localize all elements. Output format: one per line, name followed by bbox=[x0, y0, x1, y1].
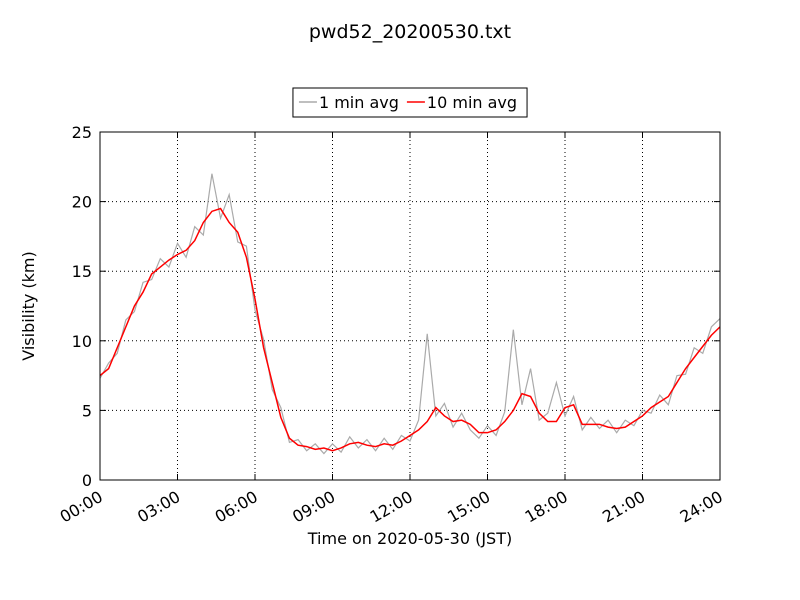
y-axis-label: Visibility (km) bbox=[19, 251, 38, 360]
y-tick-label: 25 bbox=[72, 123, 92, 142]
series-line bbox=[99, 207, 721, 452]
legend-label: 10 min avg bbox=[427, 93, 517, 112]
grid bbox=[100, 132, 720, 480]
legend-label: 1 min avg bbox=[319, 93, 399, 112]
legend: 1 min avg 10 min avg bbox=[292, 87, 528, 118]
y-tick-label: 0 bbox=[82, 471, 92, 490]
y-tick-label: 20 bbox=[72, 193, 92, 212]
y-tick-label: 15 bbox=[72, 262, 92, 281]
plot-lines bbox=[99, 173, 721, 455]
y-tick-label: 5 bbox=[82, 401, 92, 420]
chart-title: pwd52_20200530.txt bbox=[309, 21, 511, 43]
y-tick-label: 10 bbox=[72, 332, 92, 351]
x-axis-label: Time on 2020-05-30 (JST) bbox=[307, 529, 512, 548]
series-line bbox=[99, 173, 721, 455]
